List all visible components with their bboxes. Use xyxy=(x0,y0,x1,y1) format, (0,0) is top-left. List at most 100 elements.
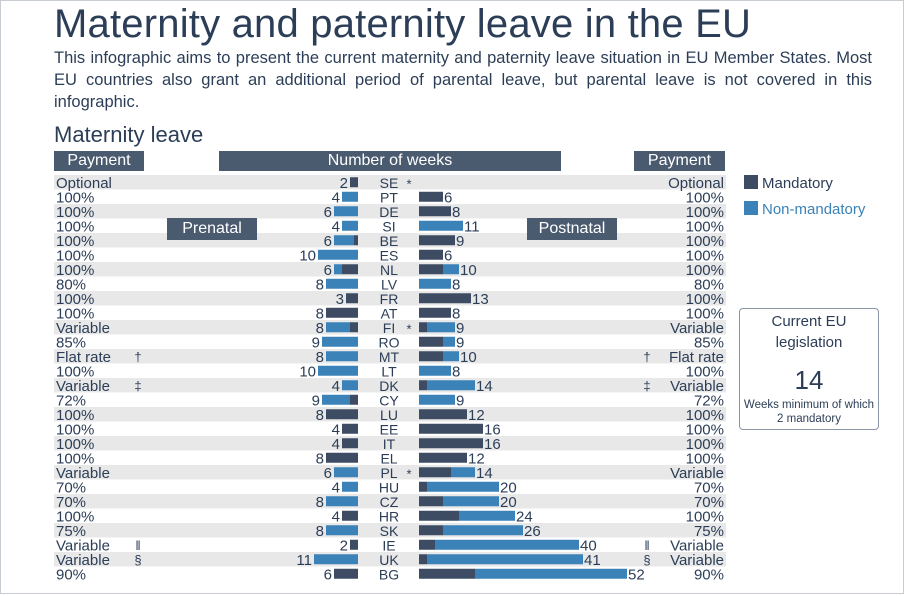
eu-legislation-subtitle: Weeks minimum of which 2 mandatory xyxy=(743,399,875,425)
postnatal-value-be: 9 xyxy=(456,233,464,250)
postnatal-non-mandatory-bar-pl xyxy=(451,467,475,478)
payment-left-fi: Variable xyxy=(56,320,110,337)
postnatal-non-mandatory-bar-sk xyxy=(443,525,523,536)
prenatal-non-mandatory-bar-pt xyxy=(342,191,358,202)
row-stripe-pl xyxy=(54,465,726,480)
prenatal-value-de: 6 xyxy=(324,204,332,221)
payment-left-mt: Flat rate xyxy=(56,349,111,366)
postnatal-label: Postnatal xyxy=(527,218,617,240)
prenatal-value-sk: 8 xyxy=(316,523,324,540)
row-stripe-cz xyxy=(54,494,726,509)
flag-se: * xyxy=(406,176,411,191)
postnatal-value-cy: 9 xyxy=(456,392,464,409)
prenatal-value-cz: 8 xyxy=(316,494,324,511)
country-lt: LT xyxy=(381,363,397,379)
section-title: Maternity leave xyxy=(54,122,204,147)
prenatal-non-mandatory-bar-mt xyxy=(326,351,358,362)
postnatal-non-mandatory-bar-mt xyxy=(443,351,459,362)
prenatal-value-el: 8 xyxy=(316,450,324,467)
postnatal-mandatory-bar-hr xyxy=(419,510,459,521)
postnatal-non-mandatory-bar-lv xyxy=(419,278,451,289)
payment-right-pt: 100% xyxy=(686,189,724,206)
prenatal-value-cy: 9 xyxy=(312,392,320,409)
prenatal-non-mandatory-bar-lt xyxy=(318,365,358,376)
payment-mark-left-dk: ‡ xyxy=(134,378,141,393)
payment-left-cy: 72% xyxy=(56,392,86,409)
payment-right-uk: Variable xyxy=(670,552,724,569)
legend-non-mandatory: Non-mandatory xyxy=(744,201,865,218)
payment-right-at: 100% xyxy=(686,305,724,322)
prenatal-value-ie: 2 xyxy=(340,537,348,554)
postnatal-value-it: 16 xyxy=(484,436,501,453)
country-lu: LU xyxy=(380,407,398,423)
postnatal-value-ee: 16 xyxy=(484,421,501,438)
prenatal-value-pt: 4 xyxy=(332,189,340,206)
legend-mandatory-label: Mandatory xyxy=(762,175,833,192)
country-at: AT xyxy=(381,305,398,321)
postnatal-value-cz: 20 xyxy=(500,494,517,511)
payment-right-hu: 70% xyxy=(694,479,724,496)
payment-left-pt: 100% xyxy=(56,189,94,206)
payment-mark-right-uk: § xyxy=(643,552,650,567)
country-pl: PL xyxy=(380,465,397,481)
prenatal-value-at: 8 xyxy=(316,305,324,322)
country-it: IT xyxy=(383,436,396,452)
country-cy: CY xyxy=(379,392,399,408)
postnatal-mandatory-bar-at xyxy=(419,307,451,318)
payment-left-lu: 100% xyxy=(56,407,94,424)
prenatal-value-ro: 9 xyxy=(312,334,320,351)
postnatal-non-mandatory-bar-ro xyxy=(443,336,455,347)
country-ro: RO xyxy=(379,334,400,350)
prenatal-non-mandatory-bar-be xyxy=(334,235,354,246)
postnatal-mandatory-bar-mt xyxy=(419,351,443,362)
row-stripe-lu xyxy=(54,407,726,422)
payment-left-hu: 70% xyxy=(56,479,86,496)
postnatal-value-lv: 8 xyxy=(452,276,460,293)
payment-left-lv: 80% xyxy=(56,276,86,293)
row-stripe-fi xyxy=(54,320,726,335)
postnatal-non-mandatory-bar-hu xyxy=(427,481,499,492)
country-nl: NL xyxy=(380,262,398,278)
payment-left-se: Optional xyxy=(56,175,112,192)
country-ee: EE xyxy=(380,421,399,437)
payment-right-lv: 80% xyxy=(694,276,724,293)
postnatal-value-uk: 41 xyxy=(584,552,601,569)
postnatal-mandatory-bar-de xyxy=(419,206,451,217)
postnatal-non-mandatory-bar-cz xyxy=(443,496,499,507)
country-de: DE xyxy=(379,204,398,220)
payment-left-dk: Variable xyxy=(56,378,110,395)
postnatal-non-mandatory-bar-bg xyxy=(475,568,627,579)
postnatal-mandatory-bar-sk xyxy=(419,525,443,536)
country-hu: HU xyxy=(379,479,399,495)
prenatal-value-lu: 8 xyxy=(316,407,324,424)
payment-left-header: Payment xyxy=(54,151,144,171)
prenatal-mandatory-bar-hr xyxy=(342,510,358,521)
postnatal-value-dk: 14 xyxy=(476,378,493,395)
payment-right-bg: 90% xyxy=(694,566,724,583)
legend-mandatory-swatch xyxy=(744,175,758,189)
payment-mark-right-ie: ‖ xyxy=(644,538,649,553)
payment-right-es: 100% xyxy=(686,247,724,264)
country-cz: CZ xyxy=(380,494,399,510)
payment-right-pl: Variable xyxy=(670,465,724,482)
payment-right-cz: 70% xyxy=(694,494,724,511)
country-pt: PT xyxy=(380,189,398,205)
prenatal-non-mandatory-bar-sk xyxy=(326,525,358,536)
payment-mark-left-uk: § xyxy=(134,552,141,567)
postnatal-non-mandatory-bar-dk xyxy=(427,380,475,391)
postnatal-value-el: 12 xyxy=(468,450,485,467)
prenatal-mandatory-bar-se xyxy=(350,177,358,188)
country-mt: MT xyxy=(379,349,400,365)
country-bg: BG xyxy=(379,566,399,582)
postnatal-mandatory-bar-hu xyxy=(419,481,427,492)
prenatal-value-dk: 4 xyxy=(332,378,340,395)
payment-right-ee: 100% xyxy=(686,421,724,438)
country-dk: DK xyxy=(379,378,399,394)
prenatal-non-mandatory-bar-nl xyxy=(334,264,342,275)
payment-left-cz: 70% xyxy=(56,494,86,511)
prenatal-non-mandatory-bar-hu xyxy=(342,481,358,492)
payment-mark-right-mt: † xyxy=(643,349,650,364)
prenatal-mandatory-bar-nl xyxy=(342,264,358,275)
prenatal-value-pl: 6 xyxy=(324,465,332,482)
